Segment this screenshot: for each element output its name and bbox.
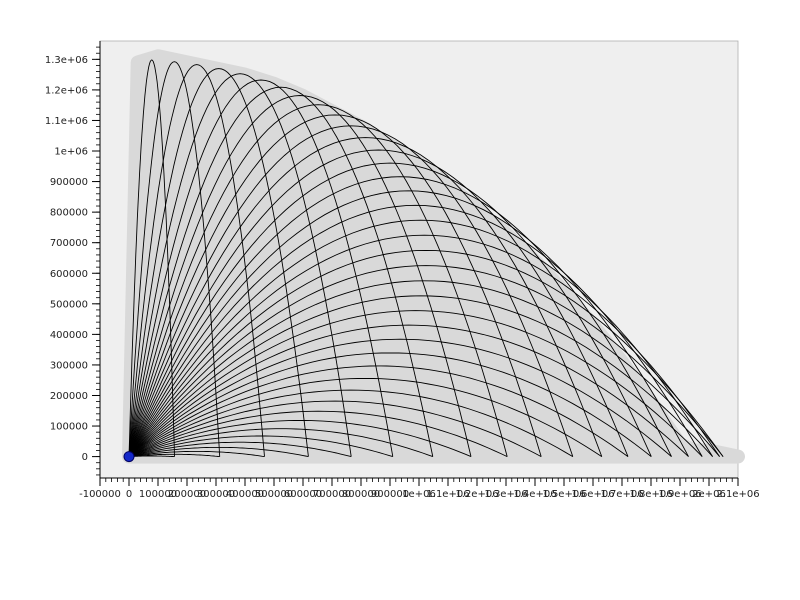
y-tick-label: 700000 — [50, 238, 88, 249]
trajectory-line — [128, 190, 689, 457]
y-tick-label: 1.1e+06 — [45, 116, 88, 127]
trajectory-line — [128, 95, 472, 457]
x-axis: -100000 0 10000020000030000040000050000060… — [79, 477, 760, 500]
x-tick-label: 500000 — [255, 489, 293, 500]
trajectory-lines — [128, 59, 724, 458]
trajectory-line — [128, 310, 703, 457]
y-tick-label: 100000 — [50, 422, 88, 433]
x-tick-label: 900000 — [371, 489, 409, 500]
y-tick-label: 900000 — [50, 177, 88, 188]
x-tick-label: 1.6e+06 — [571, 489, 614, 500]
trajectory-line — [128, 249, 724, 457]
x-tick-label: 1.5e+06 — [542, 489, 585, 500]
y-tick-label: 1.3e+06 — [45, 55, 88, 66]
trajectory-line — [128, 441, 352, 458]
trajectory-line — [128, 61, 221, 457]
x-tick-label: 700000 — [313, 489, 351, 500]
trajectory-line — [128, 450, 265, 458]
trajectory-line — [128, 104, 508, 457]
x-tick-label: 600000 — [284, 489, 322, 500]
x-tick-label: 200000 — [168, 489, 206, 500]
trajectory-line — [128, 59, 175, 457]
y-tick-label: 500000 — [50, 299, 88, 310]
y-tick-label: 1.2e+06 — [45, 85, 88, 96]
trajectory-line — [128, 73, 352, 457]
envelope-area — [122, 49, 745, 464]
trajectory-line — [128, 234, 720, 457]
x-tick-label: 2e+06 — [692, 489, 726, 500]
trajectory-line — [128, 419, 472, 458]
trajectory-line — [128, 338, 672, 457]
trajectory-line — [128, 176, 672, 457]
trajectory-line — [128, 389, 574, 457]
x-tick-label: 800000 — [342, 489, 380, 500]
trajectory-line — [128, 265, 724, 457]
trajectory-line — [128, 162, 652, 457]
x-tick-label: 1.3e+06 — [484, 489, 527, 500]
start-point-marker — [123, 451, 135, 463]
y-tick-label: 1e+06 — [54, 147, 88, 158]
x-tick-label: 1e+06 — [402, 489, 436, 500]
trajectory-line — [128, 79, 394, 457]
x-tick-label: 300000 — [197, 489, 235, 500]
x-tick-label: 1.7e+06 — [600, 489, 643, 500]
trajectory-line — [128, 295, 713, 457]
trajectory-line — [128, 435, 393, 458]
x-tick-label: 2.1e+06 — [716, 489, 759, 500]
x-tick-label: 1.9e+06 — [658, 489, 701, 500]
y-tick-label: 400000 — [50, 330, 88, 341]
y-tick-label: 800000 — [50, 208, 88, 219]
x-tick-label: 1.2e+06 — [455, 489, 498, 500]
x-tick-label: 1.1e+06 — [426, 489, 469, 500]
trajectory-line — [128, 204, 703, 457]
x-tick-label: 1.4e+06 — [513, 489, 556, 500]
trajectory-line — [128, 446, 309, 458]
trajectory-line — [128, 324, 689, 457]
y-tick-label: 0 — [82, 452, 88, 463]
y-tick-label: 200000 — [50, 391, 88, 402]
trajectory-line — [128, 125, 574, 457]
x-tick-label: 400000 — [226, 489, 264, 500]
trajectory-line — [128, 68, 309, 457]
x-tick-label: -100000 — [79, 489, 121, 500]
x-tick-label: 1.8e+06 — [629, 489, 672, 500]
trajectory-line — [128, 400, 542, 457]
trajectory-line — [128, 86, 434, 457]
trajectory-line — [128, 149, 629, 457]
x-tick-label: 0 — [126, 489, 132, 500]
y-tick-label: 300000 — [50, 360, 88, 371]
x-tick-label: 100000 — [139, 489, 177, 500]
trajectory-line — [128, 365, 629, 457]
trajectory-line — [128, 219, 713, 457]
trajectory-line — [128, 64, 265, 457]
trajectory-line — [128, 377, 603, 457]
trajectory-line — [128, 114, 542, 457]
y-axis: 0 100000 200000 300000 400000 500000 600000 700… — [45, 41, 101, 478]
y-tick-label: 600000 — [50, 269, 88, 280]
trajectory-line — [128, 428, 433, 458]
trajectory-line — [128, 280, 720, 457]
trajectory-line — [128, 410, 508, 458]
